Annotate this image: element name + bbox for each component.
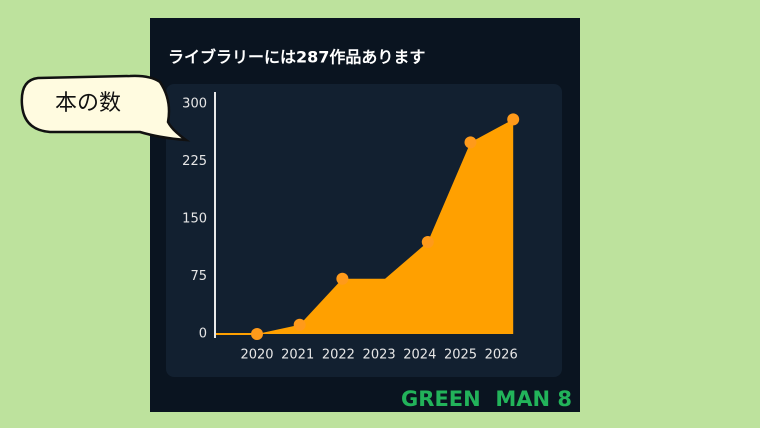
y-tick-label: 150 xyxy=(182,212,207,227)
point xyxy=(421,236,434,248)
x-tick-label: 2022 xyxy=(322,348,355,363)
x-tick-label: 2024 xyxy=(403,348,436,363)
y-tick-label: 75 xyxy=(190,269,207,284)
y-tick-label: 225 xyxy=(182,154,207,169)
x-tick-label: 2020 xyxy=(240,348,273,363)
y-tick-label: 0 xyxy=(199,327,207,342)
point xyxy=(336,272,349,285)
y-tick-label: 300 xyxy=(182,97,207,112)
speech-bubble xyxy=(20,74,191,142)
x-tick-label: 2025 xyxy=(444,348,477,363)
point xyxy=(507,113,520,126)
x-tick-label: 2021 xyxy=(281,348,314,363)
watermark: GREEN MAN 8 xyxy=(401,387,572,411)
point xyxy=(464,136,477,149)
point xyxy=(293,318,306,331)
x-tick-label: 2026 xyxy=(485,348,518,363)
chart-title: ライブラリーには287作品あります xyxy=(168,48,425,67)
point xyxy=(251,328,263,340)
callout: 本の数 xyxy=(55,91,121,116)
x-tick-label: 2023 xyxy=(363,348,396,363)
area xyxy=(216,119,514,334)
